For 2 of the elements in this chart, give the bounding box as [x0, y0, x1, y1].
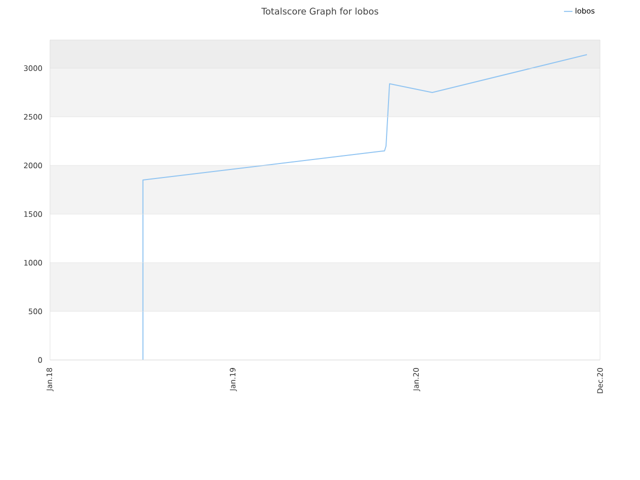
chart-title: Totalscore Graph for lobos — [261, 8, 378, 16]
line-series — [142, 54, 588, 360]
